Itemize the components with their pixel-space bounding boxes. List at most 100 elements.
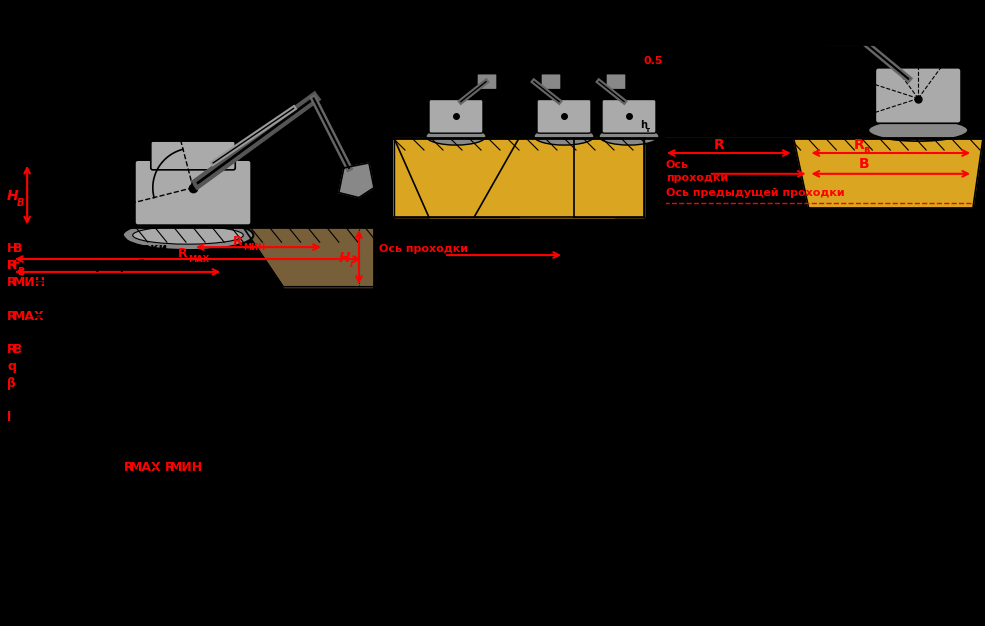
Text: Н: Н [7, 242, 18, 255]
Text: В: В [13, 242, 23, 255]
Text: МИН: МИН [170, 461, 204, 474]
Polygon shape [574, 138, 644, 217]
Text: резания  на  уровне  стоянки: резания на уровне стоянки [669, 248, 878, 261]
Text: h: h [657, 168, 666, 181]
Polygon shape [394, 138, 644, 217]
Text: экскаватора: экскаватора [669, 266, 758, 279]
FancyBboxPatch shape [537, 100, 591, 133]
Text: МАХ: МАХ [13, 310, 44, 322]
Text: т: т [645, 127, 649, 133]
Text: я: я [389, 345, 395, 355]
Text: – (h: – (h [434, 302, 462, 316]
Text: = Минимальный радиус: = Минимальный радиус [31, 276, 208, 289]
Text: R: R [7, 343, 17, 356]
Text: Т: Т [390, 226, 396, 235]
Text: в: в [414, 281, 421, 291]
Text: = Высота разгрузки: = Высота разгрузки [19, 242, 166, 255]
Text: l: l [382, 363, 387, 377]
Text: h: h [640, 120, 647, 130]
Text: в: в [447, 239, 452, 248]
FancyBboxPatch shape [151, 141, 235, 170]
Text: R: R [178, 247, 187, 260]
Text: МАХ: МАХ [129, 461, 162, 474]
Text: B: B [382, 341, 393, 356]
Text: R: R [853, 138, 864, 152]
Text: СТ: СТ [778, 217, 791, 225]
Text: транспорта с одной стороны: транспорта с одной стороны [382, 419, 614, 433]
Text: R: R [539, 234, 548, 244]
Text: В: В [17, 267, 25, 277]
Text: в: в [547, 239, 553, 248]
Text: B: B [454, 222, 462, 231]
Text: h  ≤ H: h ≤ H [382, 302, 429, 316]
Text: П: П [561, 226, 568, 235]
Text: грунтовых вод. Разработка грунта в отвал не производится.: грунтовых вод. Разработка грунта в отвал… [10, 605, 448, 618]
Text: П: П [444, 345, 452, 355]
Text: г: г [350, 259, 355, 269]
Text: Н: Н [339, 251, 351, 265]
Text: подача транспорта с 2-х сторон: подача транспорта с 2-х сторон [382, 454, 640, 468]
Text: Разработка экскаватором прямая лопата ведется ниже уровня его стоянки.: Разработка экскаватором прямая лопата ве… [10, 497, 561, 510]
Text: Ось предыдущей проходки: Ось предыдущей проходки [666, 188, 844, 198]
Text: П: П [461, 226, 468, 235]
Text: МИН: МИН [243, 243, 265, 252]
Text: /2 + 1): /2 + 1) [446, 277, 498, 291]
Text: горизонтальной плоскости: горизонтальной плоскости [7, 394, 200, 407]
Polygon shape [243, 227, 374, 287]
Text: b: b [384, 222, 392, 231]
Text: = Емкость ковша: = Емкость ковша [13, 360, 141, 373]
Text: СТ: СТ [677, 234, 689, 244]
Text: R: R [714, 138, 725, 152]
Text: разработки: разработки [7, 293, 91, 305]
Text: =Средний угол поворота рукояти в: =Средний угол поворота рукояти в [13, 377, 272, 390]
Text: -: - [147, 461, 161, 474]
Text: Н: Н [7, 259, 18, 272]
Text: R: R [7, 310, 17, 322]
Text: = B: = B [395, 341, 427, 356]
Text: МАХ: МАХ [188, 255, 209, 264]
Text: - R: - R [382, 381, 404, 395]
Text: МИН: МИН [707, 217, 729, 225]
Text: β =Угол поворота рукояти: β =Угол поворота рукояти [72, 16, 304, 31]
Text: ): ) [416, 381, 427, 395]
Text: П: П [417, 345, 426, 355]
Text: БОКОВОЙ ЗАБОЙ: БОКОВОЙ ЗАБОЙ [734, 14, 913, 32]
Text: ≤ R: ≤ R [396, 277, 424, 291]
Text: МИН: МИН [13, 276, 46, 289]
Text: = Длина рабочей передвижки (R: = Длина рабочей передвижки (R [393, 363, 666, 377]
Text: = Высота разработки: = Высота разработки [19, 259, 178, 272]
FancyBboxPatch shape [826, 20, 860, 46]
Text: максимальным  и минимальным: максимальным и минимальным [7, 444, 238, 458]
Text: 1.0: 1.0 [404, 222, 424, 231]
Text: глубина котлована: глубина котлована [382, 319, 536, 334]
Text: R: R [439, 234, 447, 244]
FancyBboxPatch shape [602, 100, 656, 133]
Text: Т: Т [455, 305, 462, 316]
Text: R: R [669, 230, 680, 244]
Text: ≤ 2√R² – l²: ≤ 2√R² – l² [450, 341, 540, 356]
Text: Разрабатываются  преимущественно  сухие  грунты,  либо  устраивают  водоотводы  : Разрабатываются преимущественно сухие гр… [10, 569, 823, 582]
Text: В: В [13, 343, 23, 356]
Text: B: B [554, 222, 562, 231]
Text: B: B [382, 277, 393, 291]
Text: МИН: МИН [398, 385, 421, 394]
Text: в: в [428, 305, 434, 316]
Polygon shape [664, 138, 983, 207]
Text: B: B [858, 157, 869, 171]
FancyBboxPatch shape [135, 160, 251, 225]
Text: Котлованы  от 1.9R  до  2.5R
разрабатывают   уширенной
лобовой проходкой, работа: Котлованы от 1.9R до 2.5R разрабатывают … [669, 284, 886, 441]
FancyBboxPatch shape [606, 74, 626, 90]
Text: = Радиус выгрузки: = Радиус выгрузки [19, 343, 157, 356]
Ellipse shape [869, 120, 968, 141]
Text: Ось: Ось [666, 160, 689, 170]
Text: = Максимальный радиус: = Максимальный радиус [31, 310, 215, 322]
Text: R: R [124, 461, 133, 474]
FancyBboxPatch shape [541, 74, 561, 90]
Text: п: п [516, 345, 523, 355]
Text: β: β [7, 377, 16, 390]
Text: + 0/5) – наибольшая: + 0/5) – наибольшая [461, 302, 625, 316]
Text: проходки: проходки [666, 173, 728, 183]
Text: R: R [7, 259, 17, 272]
Text: R: R [164, 461, 174, 474]
Ellipse shape [599, 127, 659, 145]
